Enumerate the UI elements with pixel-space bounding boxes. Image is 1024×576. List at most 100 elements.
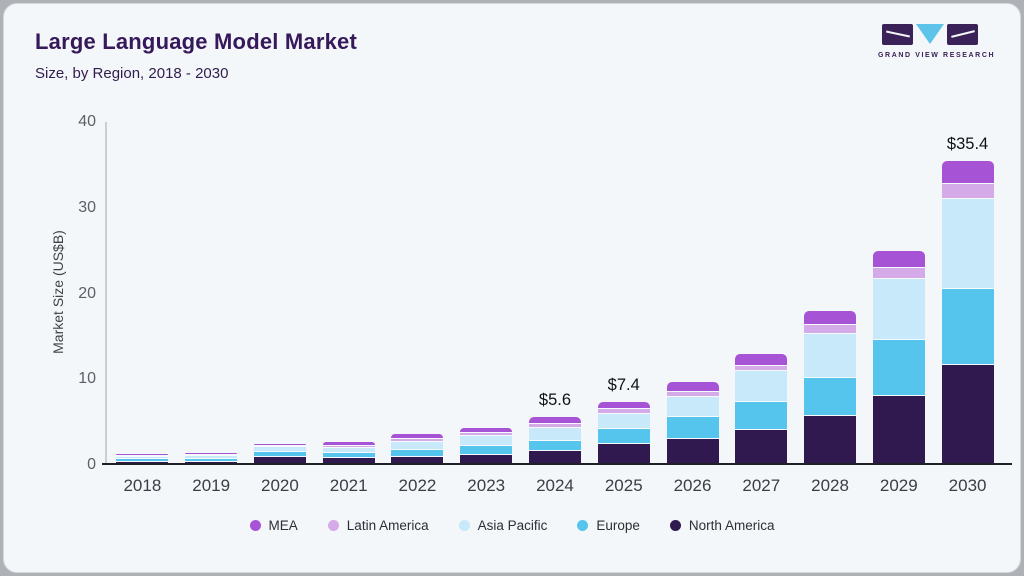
segment-mea-2019: [185, 452, 238, 454]
logo-v-triangle-icon: [916, 24, 944, 44]
x-tick-2020: 2020: [261, 476, 299, 495]
segment-mea-2028: [804, 310, 857, 324]
segment-latin-america-2030: [941, 182, 994, 199]
legend-label: Europe: [596, 518, 640, 533]
x-tick-2021: 2021: [329, 476, 368, 495]
segment-europe-2021: [322, 451, 375, 458]
y-tick-40: 40: [78, 113, 96, 130]
segment-europe-2026: [666, 416, 719, 438]
bar-column-2024: $5.6: [521, 122, 590, 465]
segment-europe-2019: [185, 458, 238, 462]
x-tick-2026: 2026: [673, 476, 712, 495]
bar-series-container: $5.6 $7.4 $35.4: [108, 122, 1002, 465]
segment-mea-2027: [735, 353, 788, 365]
segment-asia-pacific-2023: [460, 435, 513, 445]
segment-europe-2020: [253, 451, 306, 457]
page-subtitle: Size, by Region, 2018 - 2030: [35, 65, 229, 82]
legend-label: North America: [688, 518, 775, 533]
segment-asia-pacific-2028: [804, 332, 857, 377]
segment-north-america-2026: [666, 437, 719, 465]
stacked-bar-2028: [804, 310, 857, 465]
segment-latin-america-2022: [391, 437, 444, 442]
stacked-bar-2018: [116, 454, 169, 465]
segment-latin-america-2020: [253, 444, 306, 447]
segment-latin-america-2027: [735, 364, 788, 370]
stacked-bar-2021: [322, 442, 375, 465]
stacked-bar-2029: [872, 250, 925, 465]
logo-brand-text: GRAND VIEW RESEARCH: [878, 52, 996, 59]
segment-mea-2030: [941, 161, 994, 183]
segment-north-america-2023: [460, 454, 513, 465]
legend-label: Latin America: [346, 518, 429, 533]
x-tick-2027: 2027: [742, 476, 781, 495]
stacked-bar-2023: [460, 427, 513, 465]
x-tick-2025: 2025: [604, 476, 643, 495]
y-tick-10: 10: [78, 370, 96, 388]
y-tick-0: 0: [87, 456, 96, 473]
x-axis-line: [102, 463, 1012, 465]
bar-column-2021: [314, 122, 383, 465]
y-axis-ticks: 0 10 20 30 40: [4, 113, 96, 473]
segment-latin-america-2021: [322, 444, 375, 448]
segment-asia-pacific-2026: [666, 395, 719, 417]
segment-latin-america-2028: [804, 323, 857, 333]
x-tick-2019: 2019: [192, 476, 231, 495]
legend-item-north-america: North America: [669, 518, 775, 533]
segment-mea-2023: [460, 427, 513, 433]
stacked-bar-2030: [941, 161, 994, 465]
segment-europe-2023: [460, 444, 513, 455]
bar-column-2019: [177, 122, 246, 465]
segment-europe-2030: [941, 287, 994, 364]
segment-europe-2018: [116, 458, 169, 461]
segment-asia-pacific-2027: [735, 369, 788, 401]
x-tick-2029: 2029: [879, 476, 918, 495]
legend-dot-icon: [458, 520, 470, 531]
legend-dot-icon: [327, 520, 339, 531]
bar-column-2020: [246, 122, 315, 465]
segment-north-america-2022: [391, 456, 444, 465]
x-tick-2022: 2022: [398, 476, 437, 495]
segment-mea-2026: [666, 381, 719, 392]
bar-value-label-2024: $5.6: [538, 390, 572, 409]
segment-latin-america-2029: [872, 266, 925, 279]
segment-asia-pacific-2024: [528, 426, 581, 440]
bar-value-label-2025: $7.4: [607, 375, 640, 394]
segment-asia-pacific-2030: [941, 198, 994, 288]
segment-mea-2025: [597, 401, 650, 409]
segment-north-america-2020: [253, 456, 306, 465]
legend-dot-icon: [577, 520, 589, 531]
segment-mea-2021: [322, 442, 375, 445]
segment-north-america-2018: [116, 460, 169, 465]
legend-label: Asia Pacific: [477, 518, 548, 533]
legend-label: MEA: [268, 518, 298, 533]
x-tick-2018: 2018: [123, 476, 162, 495]
segment-north-america-2025: [597, 442, 650, 465]
bar-column-2029: [864, 122, 933, 465]
segment-asia-pacific-2021: [322, 447, 375, 452]
legend-item-asia-pacific: Asia Pacific: [458, 518, 548, 533]
infographic-card: Large Language Model Market Size, by Reg…: [3, 3, 1021, 573]
stacked-bar-2027: [735, 353, 788, 465]
bar-column-2030: $35.4: [933, 122, 1002, 465]
segment-latin-america-2018: [116, 454, 169, 456]
segment-mea-2024: [528, 417, 581, 424]
bar-column-2028: [796, 122, 865, 465]
segment-latin-america-2023: [460, 432, 513, 436]
page-title: Large Language Model Market: [35, 29, 358, 54]
legend-item-mea: MEA: [249, 518, 298, 533]
segment-north-america-2027: [735, 429, 788, 465]
segment-europe-2028: [804, 376, 857, 416]
gvr-logo-icon: [878, 24, 982, 48]
segment-asia-pacific-2018: [116, 455, 169, 459]
segment-asia-pacific-2022: [391, 441, 444, 449]
segment-europe-2024: [528, 439, 581, 450]
segment-mea-2029: [872, 250, 925, 267]
legend-dot-icon: [249, 520, 261, 531]
segment-asia-pacific-2029: [872, 278, 925, 339]
segment-latin-america-2025: [597, 408, 650, 413]
segment-latin-america-2019: [185, 453, 238, 455]
y-tick-20: 20: [78, 284, 96, 302]
segment-europe-2022: [391, 448, 444, 456]
bar-column-2026: [658, 122, 727, 465]
segment-europe-2029: [872, 338, 925, 395]
